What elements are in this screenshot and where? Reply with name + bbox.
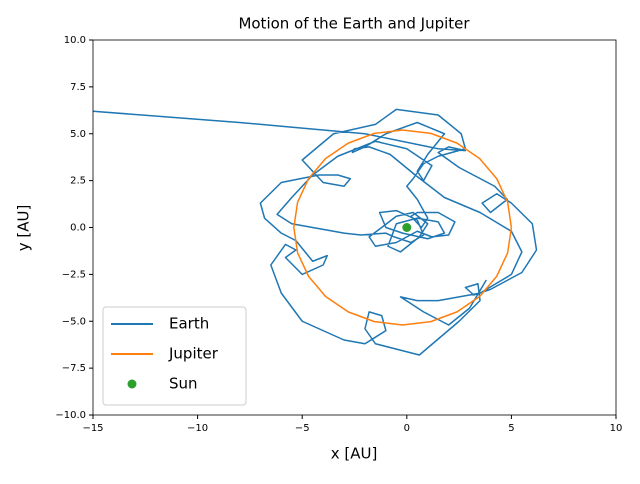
chart-title: Motion of the Earth and Jupiter [238, 15, 470, 33]
x-tick-label: −15 [82, 423, 103, 434]
x-tick-label: 10 [610, 423, 623, 434]
series-line [293, 129, 513, 326]
x-tick-label: 5 [508, 423, 514, 434]
y-tick-label: −10.0 [55, 410, 86, 421]
legend-label: Sun [169, 375, 198, 393]
x-axis-label: x [AU] [331, 445, 378, 463]
y-tick-label: 2.5 [70, 176, 86, 187]
x-tick-label: −5 [295, 423, 310, 434]
y-tick-label: 5.0 [70, 129, 86, 140]
y-tick-label: 7.5 [70, 82, 86, 93]
axes-frame [92, 39, 617, 416]
y-tick-label: −7.5 [62, 363, 86, 374]
x-tick-label: −10 [187, 423, 208, 434]
sun-point [402, 223, 412, 232]
y-tick-label: −2.5 [62, 269, 86, 280]
legend-box [102, 306, 247, 406]
legend-label: Jupiter [168, 345, 219, 363]
plot-area [93, 108, 538, 356]
y-axis-label: y [AU] [15, 205, 33, 252]
x-tick-label: 0 [404, 423, 410, 434]
legend-marker [127, 379, 137, 389]
legend-label: Earth [169, 315, 209, 333]
y-tick-label: 0.0 [70, 223, 86, 234]
series-line [93, 108, 538, 356]
y-tick-label: −5.0 [62, 316, 86, 327]
y-tick-label: 10.0 [64, 35, 86, 46]
